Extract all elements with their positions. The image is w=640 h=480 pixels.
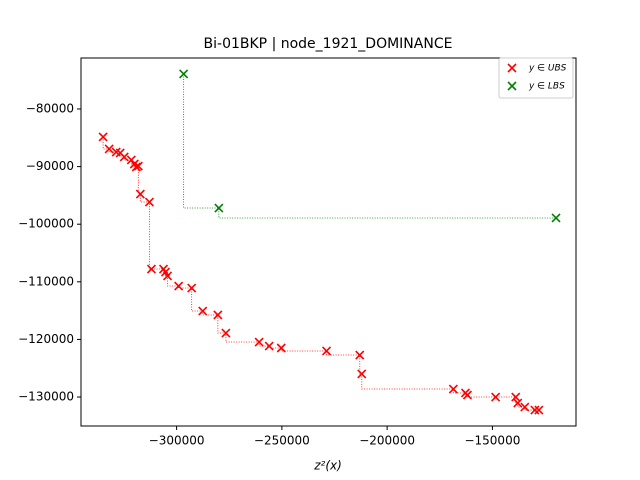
marker-stroke xyxy=(551,213,561,223)
marker-stroke xyxy=(160,267,171,277)
marker xyxy=(357,369,367,379)
marker-stroke xyxy=(213,310,223,320)
marker-stroke xyxy=(144,197,154,207)
marker xyxy=(98,132,108,142)
marker xyxy=(133,161,143,171)
marker xyxy=(104,144,114,154)
marker xyxy=(214,203,224,213)
marker-stroke xyxy=(264,341,274,351)
marker-stroke xyxy=(254,337,264,347)
marker-stroke xyxy=(98,132,108,142)
x-tick-label: −200000 xyxy=(359,434,415,448)
marker-stroke xyxy=(174,281,184,291)
marker xyxy=(144,197,154,207)
y-tick-label: −100000 xyxy=(18,217,74,231)
marker-stroke xyxy=(321,346,332,356)
marker xyxy=(551,213,561,223)
marker-stroke xyxy=(530,405,540,415)
marker xyxy=(187,283,197,293)
marker xyxy=(462,390,473,400)
marker-stroke xyxy=(162,271,173,281)
marker-stroke xyxy=(462,390,473,400)
marker-stroke xyxy=(146,264,156,274)
chart-title: Bi-01BKP | node_1921_DOMINANCE xyxy=(204,36,453,52)
y-tick-label: −90000 xyxy=(26,159,74,173)
legend-label: y ∈ UBS xyxy=(528,64,567,74)
marker xyxy=(213,310,223,320)
marker-stroke xyxy=(520,402,530,412)
marker-stroke xyxy=(119,152,129,162)
marker-stroke xyxy=(511,392,521,402)
marker xyxy=(162,271,173,281)
marker-stroke xyxy=(513,398,523,408)
marker-stroke xyxy=(357,369,367,379)
marker-stroke xyxy=(507,63,517,73)
marker xyxy=(534,405,544,415)
step-connector xyxy=(102,136,539,411)
marker xyxy=(146,264,156,274)
marker-stroke xyxy=(198,306,208,316)
y-tick-label: −120000 xyxy=(18,332,74,346)
y-tick-label: −130000 xyxy=(18,390,74,404)
marker xyxy=(491,392,501,402)
marker xyxy=(198,306,208,316)
legend-marker xyxy=(507,81,517,91)
marker xyxy=(355,350,365,360)
x-tick-label: −300000 xyxy=(149,434,205,448)
marker-stroke xyxy=(355,350,365,360)
marker xyxy=(321,346,332,356)
marker xyxy=(254,337,264,347)
marker-stroke xyxy=(187,283,197,293)
legend-box xyxy=(498,57,574,99)
x-axis-label: z²(x) xyxy=(313,459,342,473)
marker xyxy=(448,384,458,394)
marker-stroke xyxy=(221,328,231,338)
y-tick-label: −80000 xyxy=(26,101,74,115)
marker-stroke xyxy=(507,81,517,91)
marker xyxy=(276,343,286,353)
x-tick-label: −250000 xyxy=(254,434,310,448)
marker xyxy=(511,392,521,402)
marker-stroke xyxy=(448,384,458,394)
legend-marker xyxy=(507,63,517,73)
marker xyxy=(174,281,184,291)
legend-label: y ∈ LBS xyxy=(528,82,565,92)
marker xyxy=(530,405,540,415)
marker xyxy=(513,398,523,408)
marker xyxy=(135,189,145,199)
marker-stroke xyxy=(133,161,143,171)
x-tick-label: −150000 xyxy=(464,434,520,448)
marker-stroke xyxy=(276,343,286,353)
marker-stroke xyxy=(534,405,544,415)
y-tick-label: −110000 xyxy=(18,274,74,288)
marker-stroke xyxy=(179,69,189,79)
marker xyxy=(179,69,189,79)
marker xyxy=(520,402,530,412)
marker-stroke xyxy=(111,147,121,157)
marker xyxy=(119,152,129,162)
plot-frame xyxy=(80,57,577,427)
marker-stroke xyxy=(491,392,501,402)
marker-stroke xyxy=(214,203,224,213)
marker-stroke xyxy=(135,189,145,199)
marker xyxy=(264,341,274,351)
marker-stroke xyxy=(104,144,114,154)
marker xyxy=(221,328,231,338)
